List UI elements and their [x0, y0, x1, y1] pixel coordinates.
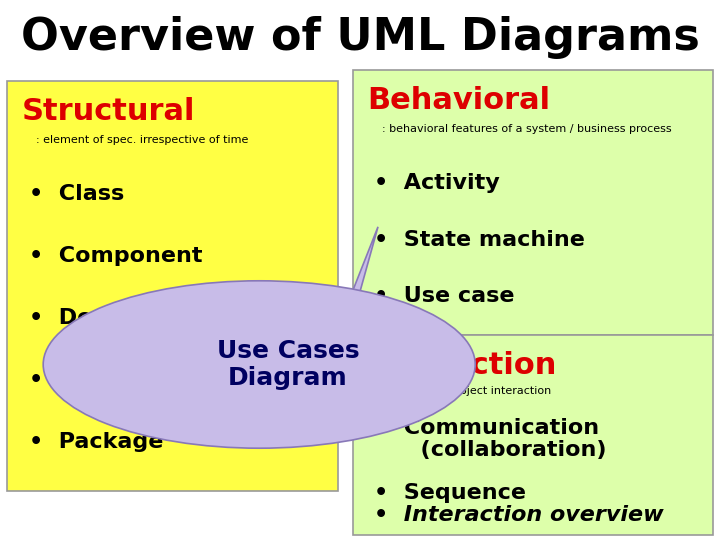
Text: •  Package: • Package	[29, 432, 163, 452]
Text: •  Object: • Object	[29, 370, 140, 390]
Text: Overview of UML Diagrams: Overview of UML Diagrams	[21, 16, 699, 59]
Text: •  Component: • Component	[29, 246, 202, 266]
FancyBboxPatch shape	[7, 81, 338, 491]
FancyBboxPatch shape	[353, 335, 713, 535]
Ellipse shape	[43, 281, 475, 448]
Text: •  Sequence: • Sequence	[374, 483, 526, 503]
Text: •  Class: • Class	[29, 184, 124, 204]
Text: Behavioral: Behavioral	[367, 86, 550, 116]
Text: •  Interaction overview: • Interaction overview	[374, 505, 664, 525]
Text: •  Activity: • Activity	[374, 173, 500, 193]
Text: •  State machine: • State machine	[374, 230, 585, 249]
Text: : emphasize object interaction: : emphasize object interaction	[382, 386, 551, 396]
Text: Interaction: Interaction	[367, 351, 557, 380]
Text: •  Deployment: • Deployment	[29, 308, 210, 328]
Text: : behavioral features of a system / business process: : behavioral features of a system / busi…	[382, 124, 671, 134]
FancyBboxPatch shape	[353, 70, 713, 335]
Text: Use Cases
Diagram: Use Cases Diagram	[217, 339, 359, 390]
Polygon shape	[349, 227, 378, 300]
Text: : element of spec. irrespective of time: : element of spec. irrespective of time	[36, 135, 248, 145]
Text: •  Use case: • Use case	[374, 286, 515, 306]
Text: •  Communication
      (collaboration): • Communication (collaboration)	[374, 418, 607, 460]
Text: Structural: Structural	[22, 97, 195, 126]
